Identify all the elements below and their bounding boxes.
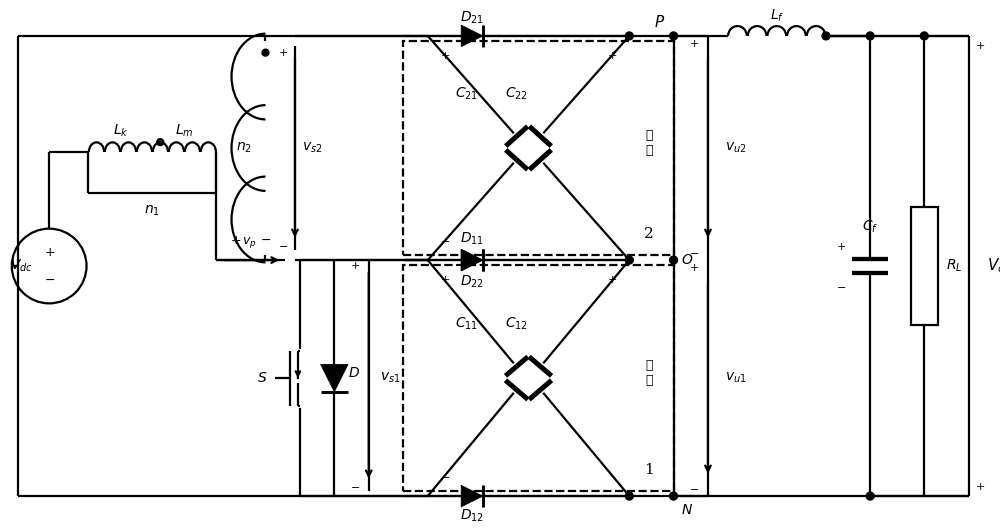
Text: $n_1$: $n_1$ <box>144 204 160 218</box>
Circle shape <box>866 32 874 40</box>
Circle shape <box>670 32 677 40</box>
Text: $-$: $-$ <box>836 281 846 290</box>
Circle shape <box>625 32 633 40</box>
Text: $+$: $+$ <box>689 38 699 49</box>
Text: $+$: $+$ <box>278 47 288 58</box>
Text: $D$: $D$ <box>348 366 360 380</box>
Circle shape <box>262 49 269 56</box>
Text: $D_{11}$: $D_{11}$ <box>460 230 484 247</box>
Text: $D_{22}$: $D_{22}$ <box>460 273 484 290</box>
Text: $+$: $+$ <box>607 50 617 61</box>
Text: $C_{12}$: $C_{12}$ <box>505 316 528 332</box>
Text: $-$: $-$ <box>44 273 55 286</box>
Text: $V_o$: $V_o$ <box>987 256 1000 276</box>
Text: 单
元: 单 元 <box>645 359 653 387</box>
Text: $+$: $+$ <box>975 481 985 492</box>
Text: $+$: $+$ <box>975 40 985 51</box>
Text: $R_L$: $R_L$ <box>946 258 962 274</box>
Text: $C_{11}$: $C_{11}$ <box>455 316 479 332</box>
Text: $+$: $+$ <box>440 275 450 285</box>
Text: 1: 1 <box>644 462 654 477</box>
Text: $C_{22}$: $C_{22}$ <box>505 86 528 102</box>
Text: $-$: $-$ <box>440 471 450 481</box>
Circle shape <box>625 492 633 500</box>
Text: $D_{21}$: $D_{21}$ <box>460 10 484 27</box>
Text: $v_{u1}$: $v_{u1}$ <box>725 371 746 385</box>
Polygon shape <box>461 25 483 47</box>
Text: $+$: $+$ <box>440 50 450 61</box>
Polygon shape <box>461 250 483 271</box>
Polygon shape <box>321 364 348 392</box>
Text: $N$: $N$ <box>681 503 693 517</box>
Text: $-$: $-$ <box>440 236 450 245</box>
Text: $L_k$: $L_k$ <box>113 122 128 138</box>
Bar <box>911 207 938 325</box>
Text: $V_{dc}$: $V_{dc}$ <box>10 258 33 274</box>
Text: $C_f$: $C_f$ <box>862 219 878 235</box>
Bar <box>403 265 674 491</box>
Circle shape <box>670 256 677 264</box>
Circle shape <box>866 492 874 500</box>
Text: $+ \, v_p \, -$: $+ \, v_p \, -$ <box>230 235 271 251</box>
Text: $L_f$: $L_f$ <box>770 8 784 24</box>
Text: $L_m$: $L_m$ <box>175 122 194 138</box>
Text: $-$: $-$ <box>278 240 288 251</box>
Text: $v_{u2}$: $v_{u2}$ <box>725 141 746 155</box>
Circle shape <box>670 492 677 500</box>
Text: $+$: $+$ <box>689 262 699 273</box>
Circle shape <box>157 139 164 146</box>
Text: $-$: $-$ <box>689 247 699 257</box>
Text: $D_{12}$: $D_{12}$ <box>460 508 484 524</box>
Text: $O$: $O$ <box>681 253 693 267</box>
Text: $-$: $-$ <box>350 481 360 491</box>
Text: 2: 2 <box>644 227 654 240</box>
Text: $-$: $-$ <box>689 483 699 493</box>
Polygon shape <box>461 485 483 507</box>
Text: $S$: $S$ <box>257 371 268 385</box>
Text: $v_{s2}$: $v_{s2}$ <box>302 141 323 155</box>
Text: $+$: $+$ <box>44 246 55 259</box>
Bar <box>403 41 674 255</box>
Text: $n_2$: $n_2$ <box>236 141 252 155</box>
Polygon shape <box>461 250 483 271</box>
Text: $+$: $+$ <box>607 275 617 285</box>
Text: 单
元: 单 元 <box>645 129 653 157</box>
Circle shape <box>822 32 830 40</box>
Circle shape <box>625 256 633 264</box>
Text: $v_{s1}$: $v_{s1}$ <box>380 371 401 385</box>
Text: $+$: $+$ <box>350 260 360 270</box>
Text: $P$: $P$ <box>654 14 665 30</box>
Circle shape <box>920 32 928 40</box>
Text: $+$: $+$ <box>836 241 846 252</box>
Text: $C_{21}$: $C_{21}$ <box>455 86 479 102</box>
